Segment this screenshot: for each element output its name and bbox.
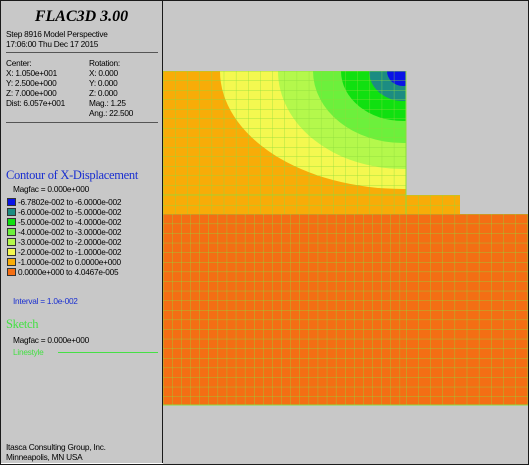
legend-swatch [7,268,16,276]
linestyle-sample [58,352,158,353]
legend-swatch [7,258,16,266]
model-plot [163,71,528,406]
legend-label: -3.0000e-002 to -2.0000e-002 [18,237,122,247]
contour-magfac: Magfac = 0.000e+000 [13,184,89,194]
legend-swatch [7,248,16,256]
rotation-z: Z: 0.000 [89,88,118,98]
center-label: Center: [6,58,32,68]
legend-swatch [7,208,16,216]
rotation-label: Rotation: [89,58,120,68]
mesh-grid-lower [163,214,406,405]
mesh-grid-lower-right [406,214,528,405]
center-x: X: 1.050e+001 [6,68,57,78]
rotation-x: X: 0.000 [89,68,118,78]
app-title: FLAC3D 3.00 [34,8,129,25]
divider [6,52,158,53]
center-z: Z: 7.000e+000 [6,88,57,98]
legend-label: -2.0000e-002 to -1.0000e-002 [18,247,122,257]
mesh-grid-upper [163,71,406,195]
company-location: Minneapolis, MN USA [6,452,83,462]
mesh-grid-middle [163,195,460,214]
view-mag: Mag.: 1.25 [89,98,126,108]
legend-label: -1.0000e-002 to 0.0000e+000 [18,257,121,267]
legend-label: -6.0000e-002 to -5.0000e-002 [18,207,122,217]
legend-label: -5.0000e-002 to -4.0000e-002 [18,217,122,227]
center-y: Y: 2.500e+000 [6,78,57,88]
divider [6,122,158,123]
model-viewport[interactable] [163,1,528,464]
middle-layer [163,195,460,214]
legend-swatch [7,198,16,206]
view-ang: Ang.: 22.500 [89,108,134,118]
lower-layer [163,214,528,406]
legend-swatch [7,238,16,246]
legend-label: 0.0000e+000 to 4.0467e-005 [18,267,119,277]
company-name: Itasca Consulting Group, Inc. [6,442,106,452]
legend-panel: FLAC3D 3.00 Step 8916 Model Perspective … [1,1,163,463]
contour-title: Contour of X-Displacement [6,168,139,182]
legend-label: -6.7802e-002 to -6.0000e-002 [18,197,122,207]
sketch-title: Sketch [6,317,39,331]
view-dist: Dist: 6.057e+001 [6,98,65,108]
upper-block [163,71,407,214]
legend-label: -4.0000e-002 to -3.0000e-002 [18,227,122,237]
timestamp: 17:06:00 Thu Dec 17 2015 [6,39,99,49]
rotation-y: Y: 0.000 [89,78,118,88]
contour-interval: Interval = 1.0e-002 [13,296,78,306]
step-line: Step 8916 Model Perspective [6,29,108,39]
legend-swatch [7,228,16,236]
linestyle-label: Linestyle [13,347,44,357]
sketch-magfac: Magfac = 0.000e+000 [13,335,89,345]
legend-swatch [7,218,16,226]
